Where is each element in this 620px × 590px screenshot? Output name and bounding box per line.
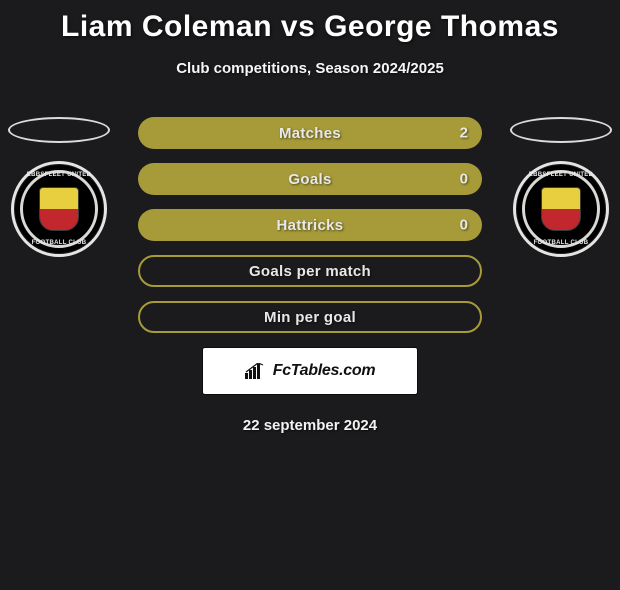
badge-text-top: EBBSFLEET UNITED	[14, 172, 104, 178]
badge-text-top: EBBSFLEET UNITED	[516, 172, 606, 178]
stat-row-goals-per-match: Goals per match	[138, 255, 482, 287]
player-right-ellipse	[510, 117, 612, 143]
stat-label: Matches	[279, 125, 341, 142]
stat-value: 2	[460, 125, 468, 142]
page-title: Liam Coleman vs George Thomas	[0, 10, 620, 44]
stat-row-matches: Matches 2	[138, 117, 482, 149]
stat-value: 0	[460, 171, 468, 188]
badge-inner-ring	[522, 170, 600, 248]
badge-text-bottom: FOOTBALL CLUB	[516, 240, 606, 246]
date-text: 22 september 2024	[0, 417, 620, 434]
stat-row-goals: Goals 0	[138, 163, 482, 195]
badge-inner-ring	[20, 170, 98, 248]
stat-label: Hattricks	[277, 217, 344, 234]
badge-text-bottom: FOOTBALL CLUB	[14, 240, 104, 246]
stat-rows: Matches 2 Goals 0 Hattricks 0 Goals per …	[138, 117, 482, 333]
stat-label: Min per goal	[264, 309, 356, 326]
stat-value: 0	[460, 217, 468, 234]
stat-row-min-per-goal: Min per goal	[138, 301, 482, 333]
bars-icon	[245, 363, 267, 379]
brand-text: FcTables.com	[273, 362, 376, 380]
club-badge-left: EBBSFLEET UNITED FOOTBALL CLUB	[11, 161, 107, 257]
stat-row-hattricks: Hattricks 0	[138, 209, 482, 241]
club-badge-right: EBBSFLEET UNITED FOOTBALL CLUB	[513, 161, 609, 257]
brand-box[interactable]: FcTables.com	[202, 347, 418, 395]
player-left-column: EBBSFLEET UNITED FOOTBALL CLUB	[4, 117, 114, 257]
player-right-column: EBBSFLEET UNITED FOOTBALL CLUB	[506, 117, 616, 257]
stat-label: Goals per match	[249, 263, 371, 280]
player-left-ellipse	[8, 117, 110, 143]
stat-label: Goals	[288, 171, 331, 188]
subtitle: Club competitions, Season 2024/2025	[0, 60, 620, 77]
comparison-area: EBBSFLEET UNITED FOOTBALL CLUB EBBSFLEET…	[0, 117, 620, 434]
